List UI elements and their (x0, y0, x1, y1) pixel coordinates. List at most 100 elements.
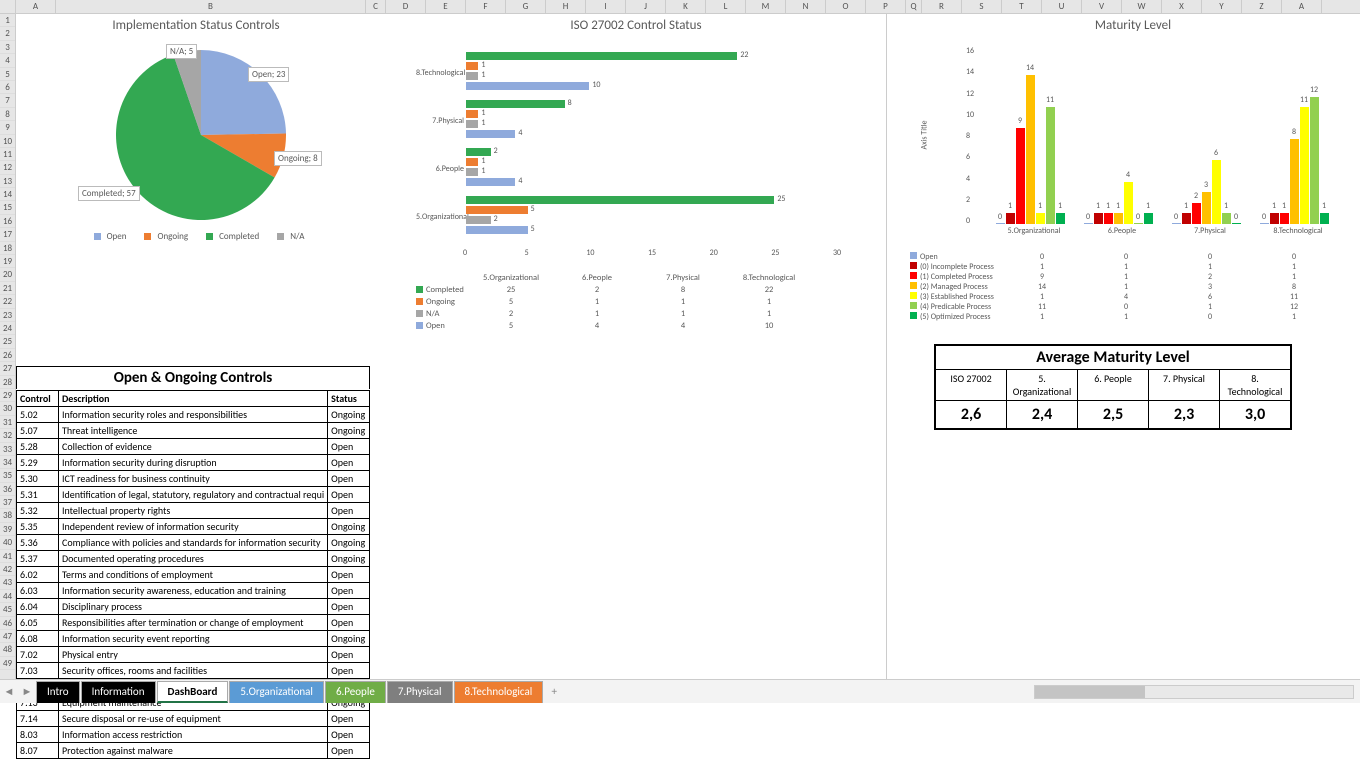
table-row[interactable]: 5.36Compliance with policies and standar… (17, 535, 370, 551)
hbar-chart[interactable]: ISO 27002 Control Status (396, 14, 876, 39)
row-header[interactable]: 16 (0, 215, 15, 228)
column-header[interactable]: L (706, 0, 746, 13)
row-header[interactable]: 46 (0, 617, 15, 630)
row-header[interactable]: 25 (0, 335, 15, 348)
table-row[interactable]: 7.14Secure disposal or re-use of equipme… (17, 711, 370, 727)
column-header[interactable]: Z (1242, 0, 1282, 13)
table-row[interactable]: 5.30ICT readiness for business continuit… (17, 471, 370, 487)
table-row[interactable]: 5.31Identification of legal, statutory, … (17, 487, 370, 503)
row-header[interactable]: 19 (0, 255, 15, 268)
row-header[interactable]: 36 (0, 483, 15, 496)
row-header[interactable]: 14 (0, 188, 15, 201)
column-header[interactable]: B (56, 0, 366, 13)
column-header[interactable]: U (1042, 0, 1082, 13)
row-header[interactable]: 27 (0, 362, 15, 375)
row-header[interactable]: 21 (0, 282, 15, 295)
row-header[interactable]: 10 (0, 135, 15, 148)
row-header[interactable]: 49 (0, 657, 15, 670)
column-header[interactable]: I (586, 0, 626, 13)
row-header[interactable]: 2 (0, 27, 15, 40)
row-header[interactable]: 6 (0, 81, 15, 94)
row-header[interactable]: 40 (0, 536, 15, 549)
scrollbar-thumb[interactable] (1035, 686, 1145, 698)
row-header[interactable]: 30 (0, 402, 15, 415)
column-header[interactable]: X (1162, 0, 1202, 13)
table-row[interactable]: 6.05Responsibilities after termination o… (17, 615, 370, 631)
sheet-tab[interactable]: 8.Technological (454, 681, 544, 703)
row-header[interactable]: 35 (0, 469, 15, 482)
row-header[interactable]: 17 (0, 228, 15, 241)
column-header[interactable]: W (1122, 0, 1162, 13)
row-header[interactable]: 34 (0, 456, 15, 469)
column-header[interactable]: J (626, 0, 666, 13)
table-row[interactable]: 5.37Documented operating proceduresOngoi… (17, 551, 370, 567)
column-header[interactable]: E (426, 0, 466, 13)
row-header[interactable]: 41 (0, 550, 15, 563)
row-header[interactable]: 39 (0, 523, 15, 536)
table-row[interactable]: 5.35Independent review of information se… (17, 519, 370, 535)
sheet-tab[interactable]: Information (81, 681, 156, 703)
sheet-tab[interactable]: Intro (36, 681, 80, 703)
row-header[interactable]: 26 (0, 349, 15, 362)
column-header[interactable]: D (386, 0, 426, 13)
table-row[interactable]: 5.28Collection of evidenceOpen (17, 439, 370, 455)
row-header[interactable]: 12 (0, 161, 15, 174)
column-header[interactable]: P (866, 0, 906, 13)
row-header[interactable]: 31 (0, 416, 15, 429)
table-row[interactable]: 6.02Terms and conditions of employmentOp… (17, 567, 370, 583)
row-header[interactable]: 8 (0, 108, 15, 121)
column-header[interactable]: R (922, 0, 962, 13)
table-row[interactable]: 5.32Intellectual property rightsOpen (17, 503, 370, 519)
column-header[interactable]: F (466, 0, 506, 13)
row-header[interactable]: 48 (0, 643, 15, 656)
table-row[interactable]: 8.07Protection against malwareOpen (17, 743, 370, 759)
column-header[interactable]: K (666, 0, 706, 13)
pie-chart[interactable]: Implementation Status Controls N/A; 5Ope… (16, 14, 376, 242)
row-header[interactable]: 13 (0, 175, 15, 188)
column-header[interactable]: T (1002, 0, 1042, 13)
row-header[interactable]: 18 (0, 242, 15, 255)
row-header[interactable]: 44 (0, 590, 15, 603)
table-row[interactable]: 6.04Disciplinary processOpen (17, 599, 370, 615)
sheet-tab[interactable]: 5.Organizational (229, 681, 324, 703)
row-header[interactable]: 11 (0, 148, 15, 161)
row-header[interactable]: 24 (0, 322, 15, 335)
table-row[interactable]: 8.03Information access restrictionOpen (17, 727, 370, 743)
row-header[interactable]: 47 (0, 630, 15, 643)
column-header[interactable]: Y (1202, 0, 1242, 13)
sheet-tab[interactable]: 7.Physical (387, 681, 453, 703)
row-header[interactable]: 32 (0, 429, 15, 442)
row-header[interactable]: 38 (0, 509, 15, 522)
column-header[interactable]: N (786, 0, 826, 13)
table-row[interactable]: 7.02Physical entryOpen (17, 647, 370, 663)
horizontal-scrollbar[interactable] (1034, 685, 1354, 699)
table-row[interactable]: 5.02Information security roles and respo… (17, 407, 370, 423)
tab-nav-prev[interactable]: ◄ (0, 685, 18, 698)
table-row[interactable]: 6.08Information security event reporting… (17, 631, 370, 647)
row-header[interactable]: 23 (0, 309, 15, 322)
row-header[interactable]: 20 (0, 268, 15, 281)
table-row[interactable]: 7.03Security offices, rooms and faciliti… (17, 663, 370, 679)
column-header[interactable]: H (546, 0, 586, 13)
column-header[interactable]: Q (906, 0, 922, 13)
select-all-corner[interactable] (0, 0, 16, 14)
row-header[interactable]: 37 (0, 496, 15, 509)
maturity-chart[interactable]: Maturity Level (906, 14, 1360, 39)
row-header[interactable]: 5 (0, 68, 15, 81)
column-header[interactable]: M (746, 0, 786, 13)
table-row[interactable]: 5.29Information security during disrupti… (17, 455, 370, 471)
row-header[interactable]: 29 (0, 389, 15, 402)
row-header[interactable]: 43 (0, 576, 15, 589)
sheet-tab[interactable]: DashBoard (157, 681, 229, 703)
row-header[interactable]: 22 (0, 295, 15, 308)
column-header[interactable]: V (1082, 0, 1122, 13)
row-header[interactable]: 33 (0, 443, 15, 456)
row-header[interactable]: 1 (0, 14, 15, 27)
table-row[interactable]: 6.03Information security awareness, educ… (17, 583, 370, 599)
row-header[interactable]: 28 (0, 376, 15, 389)
add-sheet-button[interactable]: + (544, 685, 564, 698)
sheet-tab[interactable]: 6.People (325, 681, 386, 703)
table-row[interactable]: 5.07Threat intelligenceOngoing (17, 423, 370, 439)
row-header[interactable]: 42 (0, 563, 15, 576)
row-header[interactable]: 4 (0, 54, 15, 67)
